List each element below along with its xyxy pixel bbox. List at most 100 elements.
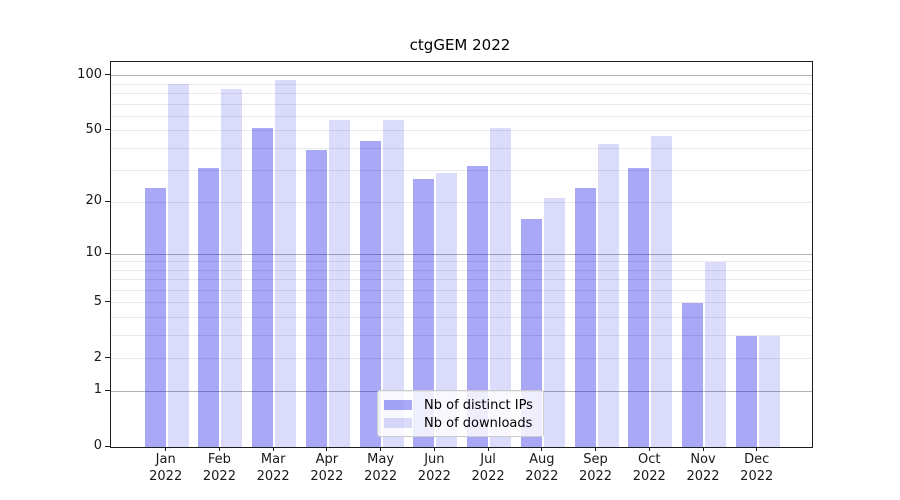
x-tick-year: 2022 bbox=[149, 469, 183, 484]
minor-gridline-20 bbox=[111, 201, 812, 203]
bar-downloads-aug bbox=[543, 198, 565, 447]
minor-gridline-5 bbox=[111, 302, 812, 304]
bar-ips-mar bbox=[252, 127, 274, 447]
y-tick-mark-1 bbox=[105, 389, 110, 391]
x-tick-month: Apr bbox=[315, 452, 339, 467]
bar-ips-dec bbox=[735, 335, 757, 447]
bar-ips-apr bbox=[305, 150, 327, 447]
x-tick-label-apr: Apr 2022 bbox=[297, 451, 357, 485]
y-tick-mark-20 bbox=[105, 200, 110, 202]
legend-swatch-downloads bbox=[384, 418, 412, 428]
x-tick-label-may: May 2022 bbox=[351, 451, 411, 485]
bar-downloads-jul bbox=[490, 127, 512, 447]
major-gridline-10 bbox=[111, 253, 812, 255]
bar-downloads-sep bbox=[597, 144, 619, 447]
legend-swatch-distinct-ips bbox=[384, 400, 412, 410]
minor-gridline-80 bbox=[111, 93, 812, 95]
minor-gridline-50 bbox=[111, 130, 812, 132]
x-tick-month: Jan bbox=[155, 452, 176, 467]
legend-row-distinct-ips: Nb of distinct IPs bbox=[384, 396, 537, 414]
x-tick-year: 2022 bbox=[578, 469, 613, 484]
bar-ips-jun bbox=[413, 179, 435, 447]
bar-ips-jul bbox=[467, 165, 489, 447]
x-tick-mark-mar bbox=[272, 447, 274, 451]
minor-gridline-30 bbox=[111, 170, 812, 172]
y-tick-mark-10 bbox=[105, 252, 110, 254]
bar-ips-nov bbox=[682, 302, 703, 447]
minor-gridline-8 bbox=[111, 269, 812, 271]
x-tick-year: 2022 bbox=[740, 469, 774, 484]
x-tick-label-nov: Nov 2022 bbox=[673, 451, 733, 485]
x-tick-month: Mar bbox=[260, 452, 286, 467]
x-tick-year: 2022 bbox=[686, 469, 720, 484]
x-tick-year: 2022 bbox=[202, 469, 236, 484]
x-tick-mark-nov bbox=[702, 447, 704, 451]
x-tick-mark-oct bbox=[648, 447, 650, 451]
x-tick-month: Dec bbox=[744, 452, 770, 467]
x-tick-label-mar: Mar 2022 bbox=[243, 451, 303, 485]
x-tick-year: 2022 bbox=[525, 469, 559, 484]
x-tick-month: Aug bbox=[529, 452, 555, 467]
y-tick-mark-0 bbox=[105, 445, 110, 447]
legend-label-downloads: Nb of downloads bbox=[424, 415, 533, 431]
x-tick-mark-feb bbox=[218, 447, 220, 451]
x-tick-mark-jan bbox=[165, 447, 167, 451]
x-tick-month: Jul bbox=[480, 452, 496, 467]
legend: Nb of distinct IPs Nb of downloads bbox=[377, 390, 544, 437]
y-tick-label-5: 5 bbox=[93, 293, 102, 309]
minor-gridline-60 bbox=[111, 115, 812, 117]
x-tick-year: 2022 bbox=[364, 469, 398, 484]
minor-gridline-90 bbox=[111, 83, 812, 85]
y-tick-label-10: 10 bbox=[85, 245, 102, 261]
legend-row-downloads: Nb of downloads bbox=[384, 414, 537, 432]
x-tick-label-oct: Oct 2022 bbox=[619, 451, 679, 485]
bar-downloads-jun bbox=[436, 173, 458, 447]
x-tick-month: Jun bbox=[424, 452, 445, 467]
x-tick-month: Oct bbox=[638, 452, 661, 467]
x-tick-mark-jul bbox=[487, 447, 489, 451]
x-tick-mark-aug bbox=[541, 447, 543, 451]
x-tick-mark-apr bbox=[326, 447, 328, 451]
bar-downloads-dec bbox=[758, 335, 780, 447]
x-tick-month: May bbox=[367, 452, 395, 467]
chart-title: ctgGEM 2022 bbox=[409, 36, 511, 54]
plot-area bbox=[110, 61, 813, 448]
y-tick-mark-50 bbox=[105, 129, 110, 131]
x-tick-label-aug: Aug 2022 bbox=[512, 451, 572, 485]
minor-gridline-4 bbox=[111, 317, 812, 319]
x-tick-year: 2022 bbox=[417, 469, 451, 484]
x-tick-month: Feb bbox=[207, 452, 231, 467]
x-tick-year: 2022 bbox=[632, 469, 666, 484]
bar-ips-oct bbox=[628, 168, 650, 447]
x-tick-year: 2022 bbox=[256, 469, 290, 484]
bar-ips-feb bbox=[198, 168, 220, 447]
legend-label-distinct-ips: Nb of distinct IPs bbox=[424, 397, 533, 413]
x-tick-label-dec: Dec 2022 bbox=[727, 451, 787, 485]
x-tick-mark-jun bbox=[433, 447, 435, 451]
x-tick-month: Nov bbox=[690, 452, 716, 467]
bar-downloads-feb bbox=[221, 88, 243, 447]
bar-downloads-mar bbox=[275, 79, 297, 447]
bar-downloads-nov bbox=[705, 261, 726, 447]
x-tick-mark-sep bbox=[595, 447, 597, 451]
bar-downloads-apr bbox=[328, 120, 350, 447]
minor-gridline-6 bbox=[111, 289, 812, 291]
y-tick-label-100: 100 bbox=[77, 66, 102, 82]
bar-ips-sep bbox=[574, 188, 596, 447]
x-tick-label-feb: Feb 2022 bbox=[189, 451, 249, 485]
bar-ips-jan bbox=[144, 188, 166, 447]
x-tick-label-jul: Jul 2022 bbox=[458, 451, 518, 485]
y-tick-label-1: 1 bbox=[93, 382, 102, 398]
x-tick-label-jan: Jan 2022 bbox=[136, 451, 196, 485]
minor-gridline-40 bbox=[111, 147, 812, 149]
y-tick-label-2: 2 bbox=[93, 349, 102, 365]
x-tick-month: Sep bbox=[583, 452, 608, 467]
y-tick-label-0: 0 bbox=[93, 438, 102, 453]
x-tick-label-jun: Jun 2022 bbox=[404, 451, 464, 485]
minor-gridline-3 bbox=[111, 334, 812, 336]
minor-gridline-2 bbox=[111, 358, 812, 360]
bar-downloads-may bbox=[382, 120, 404, 447]
y-tick-label-20: 20 bbox=[85, 193, 102, 209]
y-tick-mark-2 bbox=[105, 357, 110, 359]
x-tick-mark-may bbox=[380, 447, 382, 451]
